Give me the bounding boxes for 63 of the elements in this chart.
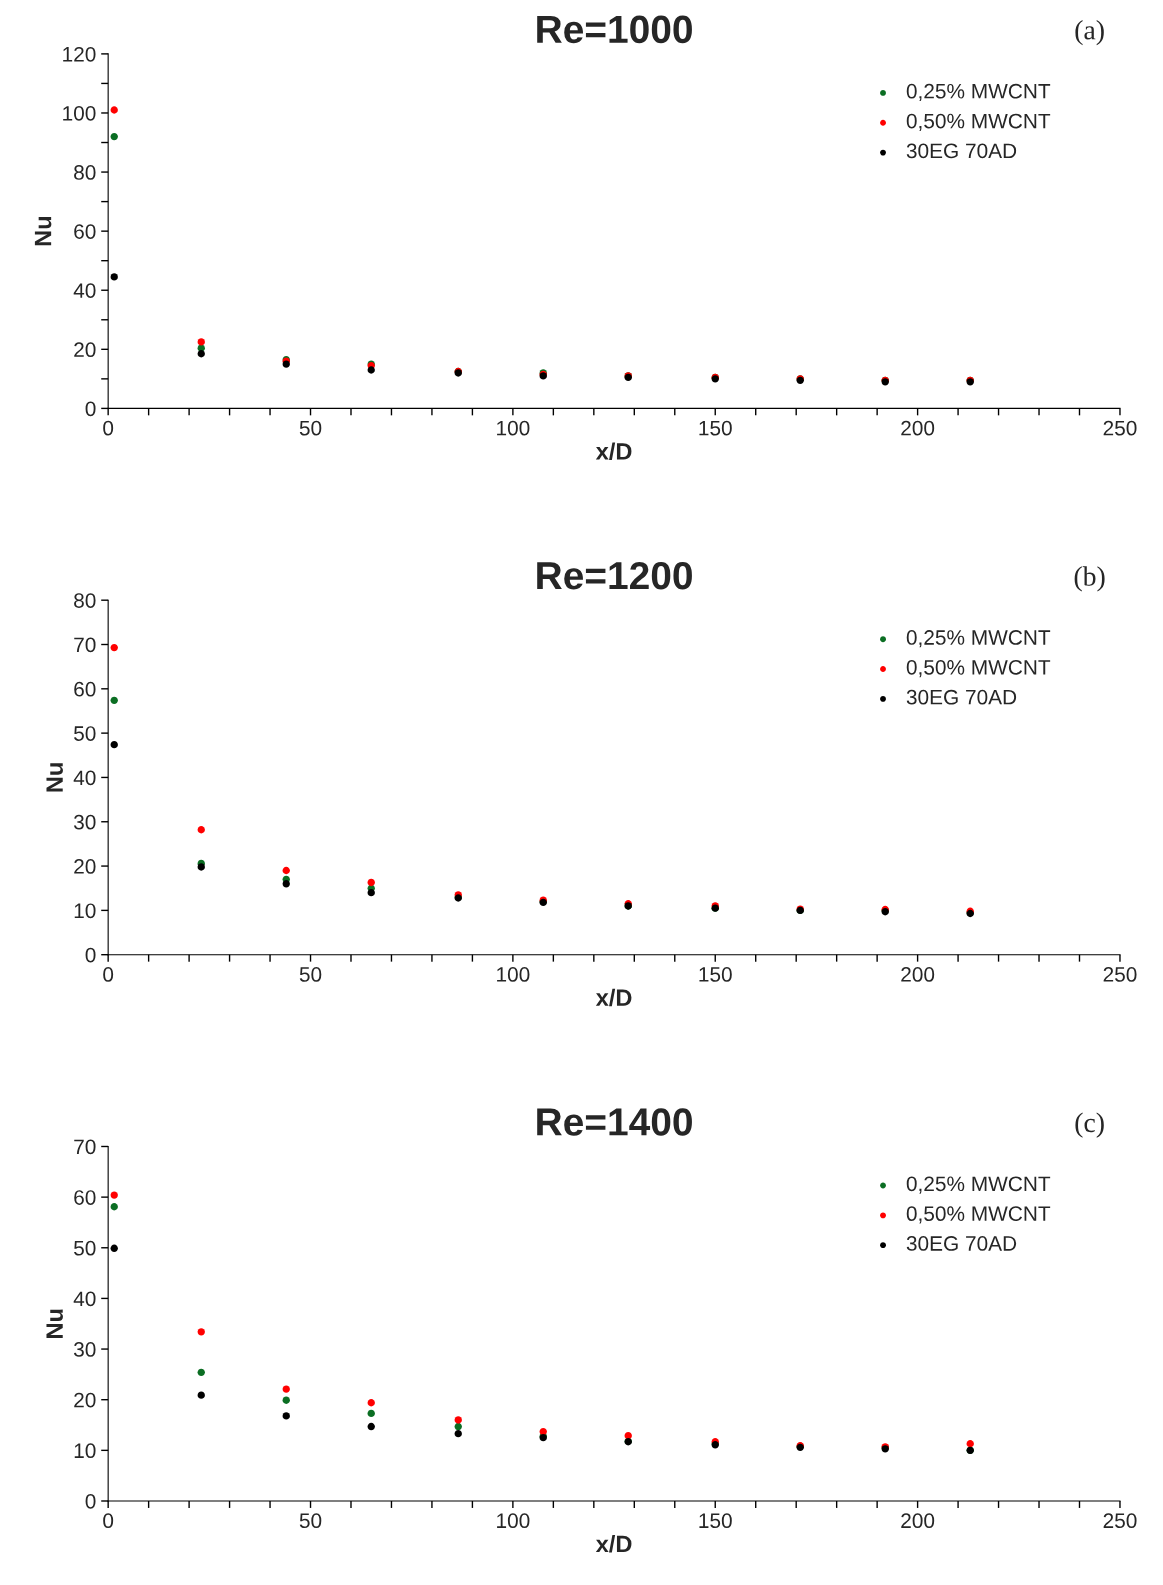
x-tick-label: 0 xyxy=(103,420,114,436)
y-tick-label: 40 xyxy=(73,1291,96,1307)
y-axis-title: Nu xyxy=(46,763,63,792)
y-tick-label: 60 xyxy=(74,681,96,697)
y-tick-label: 100 xyxy=(63,105,96,121)
x-tick-label: 200 xyxy=(901,420,935,436)
text: (a) xyxy=(1075,20,1104,46)
x-tick-label: 200 xyxy=(901,1513,935,1529)
x-tick-label: 50 xyxy=(299,967,322,982)
y-tick-label: 80 xyxy=(74,593,96,608)
x-tick-label: 200 xyxy=(901,967,935,982)
legend-label: 0,50% MWCNT xyxy=(906,659,1051,678)
legend-label: 0,25% MWCNT xyxy=(906,630,1051,648)
legend-label: 0,25% MWCNT xyxy=(906,83,1051,102)
x-tick-label: 100 xyxy=(497,1513,530,1529)
y-tick-label: 70 xyxy=(74,1139,96,1155)
x-tick-label: 150 xyxy=(699,420,732,436)
legend-label: 0,50% MWCNT xyxy=(906,1206,1051,1224)
x-tick-label: 150 xyxy=(699,967,732,982)
y-tick-label: 80 xyxy=(74,165,96,180)
y-tick-label: 20 xyxy=(74,859,96,874)
legend-label: 0,50% MWCNT xyxy=(906,113,1051,131)
x-axis-title: x/D xyxy=(595,988,632,1007)
x-tick-label: 150 xyxy=(699,1513,732,1529)
y-tick-label: 40 xyxy=(73,770,96,786)
legend-label: 0,25% MWCNT xyxy=(906,1176,1051,1194)
y-tick-label: 60 xyxy=(74,1190,96,1205)
x-axis-title: x/D xyxy=(595,1535,632,1553)
x-tick-label: 250 xyxy=(1103,1513,1137,1529)
y-tick-label: 40 xyxy=(73,283,96,298)
y-tick-label: 0 xyxy=(85,1494,96,1509)
x-tick-label: 100 xyxy=(497,420,530,436)
y-tick-label: 10 xyxy=(74,1443,96,1459)
legend-label: 30EG 70AD xyxy=(906,143,1017,159)
text: (c) xyxy=(1075,1112,1104,1138)
legend-label: 30EG 70AD xyxy=(906,689,1017,705)
x-tick-label: 50 xyxy=(299,420,322,436)
y-tick-label: 20 xyxy=(74,1392,96,1408)
text: (b) xyxy=(1074,566,1105,592)
y-tick-label: 20 xyxy=(74,342,96,358)
y-tick-label: 0 xyxy=(85,401,96,417)
legend-label: 30EG 70AD xyxy=(906,1236,1017,1251)
x-axis-title: x/D xyxy=(595,442,632,460)
x-tick-label: 0 xyxy=(103,967,114,982)
x-tick-label: 0 xyxy=(103,1513,114,1529)
chart-title: Re=1200 xyxy=(537,561,692,590)
x-tick-label: 100 xyxy=(497,967,530,982)
y-axis-title: Nu xyxy=(34,216,52,246)
y-tick-label: 60 xyxy=(74,224,96,239)
x-tick-label: 50 xyxy=(299,1513,322,1529)
y-axis-title: Nu xyxy=(46,1309,63,1338)
y-tick-label: 120 xyxy=(63,46,96,62)
chart-title: Re=1400 xyxy=(537,1108,692,1136)
x-tick-label: 250 xyxy=(1103,420,1137,436)
chart-title: Re=1000 xyxy=(537,15,692,44)
y-tick-label: 0 xyxy=(85,947,96,963)
y-tick-label: 70 xyxy=(74,637,96,653)
y-tick-label: 50 xyxy=(74,1240,96,1256)
y-tick-label: 30 xyxy=(73,814,96,830)
y-tick-label: 30 xyxy=(73,1342,96,1357)
x-tick-label: 250 xyxy=(1103,967,1137,982)
y-tick-label: 10 xyxy=(74,903,96,919)
y-tick-label: 50 xyxy=(74,726,96,741)
